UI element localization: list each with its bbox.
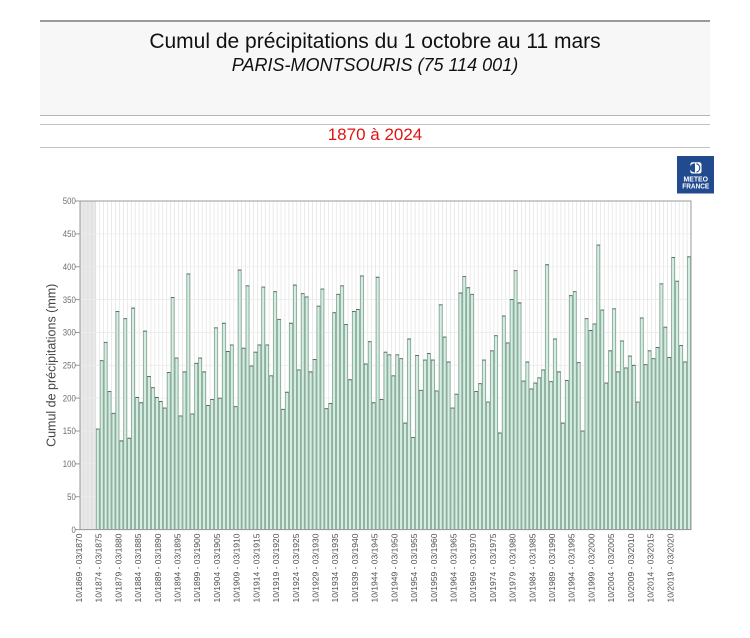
svg-text:10/2009 - 03/2010: 10/2009 - 03/2010 — [626, 533, 636, 602]
svg-text:10/1984 - 03/1985: 10/1984 - 03/1985 — [527, 533, 537, 602]
svg-text:10/2019 - 03/2020: 10/2019 - 03/2020 — [665, 533, 675, 602]
svg-text:10/1874 - 03/1875: 10/1874 - 03/1875 — [94, 533, 104, 602]
svg-text:10/1924 - 03/1925: 10/1924 - 03/1925 — [291, 533, 301, 602]
svg-text:10/1889 - 03/1890: 10/1889 - 03/1890 — [153, 533, 163, 602]
svg-text:Cumul de précipitations (mm): Cumul de précipitations (mm) — [45, 284, 59, 447]
svg-text:10/1919 - 03/1920: 10/1919 - 03/1920 — [271, 533, 281, 602]
svg-text:10/1974 - 03/1975: 10/1974 - 03/1975 — [488, 533, 498, 602]
svg-text:450: 450 — [63, 229, 76, 240]
svg-text:10/1894 - 03/1895: 10/1894 - 03/1895 — [173, 533, 183, 602]
svg-text:10/1914 - 03/1915: 10/1914 - 03/1915 — [251, 533, 261, 602]
svg-text:200: 200 — [63, 393, 76, 404]
svg-text:10/2004 - 03/2005: 10/2004 - 03/2005 — [606, 533, 616, 602]
svg-text:10/1904 - 03/1905: 10/1904 - 03/1905 — [212, 533, 222, 602]
svg-text:10/1899 - 03/1900: 10/1899 - 03/1900 — [192, 533, 202, 602]
svg-text:350: 350 — [63, 295, 76, 306]
svg-text:0: 0 — [72, 525, 76, 536]
svg-text:10/1989 - 03/1990: 10/1989 - 03/1990 — [547, 533, 557, 602]
svg-text:10/1879 - 03/1880: 10/1879 - 03/1880 — [113, 533, 123, 602]
svg-text:10/1944 - 03/1945: 10/1944 - 03/1945 — [370, 533, 380, 602]
svg-text:10/1884 - 03/1885: 10/1884 - 03/1885 — [133, 533, 143, 602]
svg-text:10/1994 - 03/1995: 10/1994 - 03/1995 — [567, 533, 577, 602]
svg-text:10/1909 - 03/1910: 10/1909 - 03/1910 — [232, 533, 242, 602]
svg-text:10/1929 - 03/1930: 10/1929 - 03/1930 — [310, 533, 320, 602]
svg-text:10/1934 - 03/1935: 10/1934 - 03/1935 — [330, 533, 340, 602]
svg-text:250: 250 — [63, 361, 76, 372]
svg-text:500: 500 — [63, 196, 76, 207]
svg-text:10/2014 - 03/2015: 10/2014 - 03/2015 — [646, 533, 656, 602]
svg-text:150: 150 — [63, 426, 76, 437]
svg-text:10/1964 - 03/1965: 10/1964 - 03/1965 — [448, 533, 458, 602]
svg-text:10/1954 - 03/1955: 10/1954 - 03/1955 — [409, 533, 419, 602]
svg-text:100: 100 — [63, 459, 76, 470]
svg-text:300: 300 — [63, 328, 76, 339]
svg-text:10/1959 - 03/1960: 10/1959 - 03/1960 — [429, 533, 439, 602]
svg-text:10/1979 - 03/1980: 10/1979 - 03/1980 — [508, 533, 518, 602]
svg-text:METEO: METEO — [683, 174, 708, 183]
svg-text:400: 400 — [63, 262, 76, 273]
svg-text:10/1969 - 03/1970: 10/1969 - 03/1970 — [468, 533, 478, 602]
svg-text:50: 50 — [67, 492, 76, 503]
svg-text:FRANCE: FRANCE — [682, 182, 709, 191]
svg-text:10/1999 - 03/2000: 10/1999 - 03/2000 — [586, 533, 596, 602]
svg-text:10/1869 - 03/1870: 10/1869 - 03/1870 — [74, 533, 84, 602]
svg-text:10/1939 - 03/1940: 10/1939 - 03/1940 — [350, 533, 360, 602]
svg-text:10/1949 - 03/1950: 10/1949 - 03/1950 — [389, 533, 399, 602]
